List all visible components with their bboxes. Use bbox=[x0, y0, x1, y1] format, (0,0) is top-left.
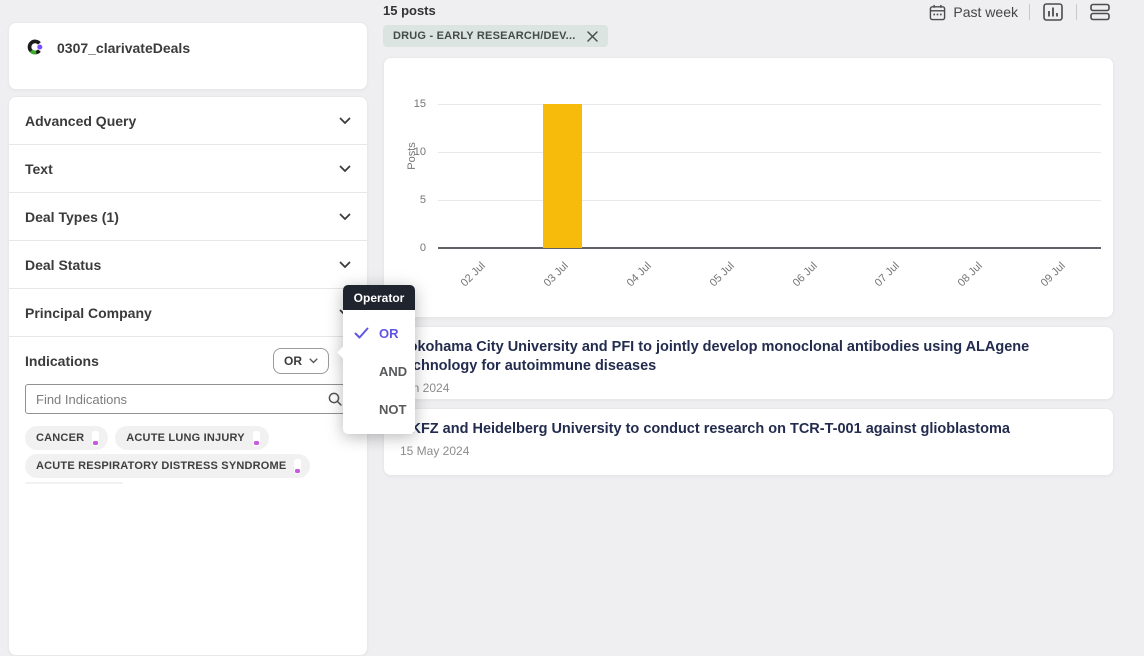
x-axis-label: 02 Jul bbox=[458, 260, 488, 290]
indication-chip[interactable]: ACUTE RESPIRATORY DISTRESS SYNDROME bbox=[25, 454, 311, 478]
x-axis-label: 03 Jul bbox=[541, 260, 571, 290]
indications-label: Indications bbox=[25, 352, 99, 369]
post-title[interactable]: Yokohama City University and PFI to join… bbox=[400, 339, 1030, 374]
calendar-icon bbox=[930, 4, 946, 20]
chart-column bbox=[1018, 104, 1101, 248]
filters-panel: Advanced Query Text Deal Types (1) Deal Sta… bbox=[8, 96, 368, 656]
toolbar-divider bbox=[1029, 4, 1030, 20]
x-axis-labels: 02 Jul 03 Jul 04 Jul 05 Jul 06 Jul 07 Jul 08 J… bbox=[438, 254, 1101, 314]
chart-column bbox=[604, 104, 687, 248]
indication-chip-label: CANCER bbox=[36, 432, 85, 444]
filter-section-label: Deal Types (1) bbox=[25, 208, 119, 225]
chart-column bbox=[687, 104, 770, 248]
results-count: 15 posts bbox=[383, 3, 436, 18]
filter-section-label: Deal Status bbox=[25, 256, 102, 273]
check-icon bbox=[354, 327, 369, 339]
gridline bbox=[438, 152, 1101, 153]
list-rows-icon bbox=[1090, 3, 1110, 21]
operator-option-label: NOT bbox=[379, 401, 407, 417]
x-axis-line bbox=[438, 247, 1101, 249]
post-date: 15 May 2024 bbox=[400, 444, 470, 458]
filter-section-principal-company[interactable]: Principal Company bbox=[9, 289, 367, 337]
operator-select-value: OR bbox=[284, 353, 302, 368]
operator-option-label: OR bbox=[379, 325, 399, 341]
date-range-label: Past week bbox=[953, 4, 1018, 20]
x-axis-label: 09 Jul bbox=[1038, 260, 1069, 290]
filter-section-label: Principal Company bbox=[25, 304, 152, 321]
y-axis-tick: 10 bbox=[413, 146, 426, 158]
x-axis-label: 07 Jul bbox=[873, 260, 903, 290]
x-axis-label: 08 Jul bbox=[955, 260, 986, 290]
post-card: DKFZ and Heidelberg University to conduc… bbox=[383, 408, 1114, 476]
chip-indicator-icon bbox=[294, 458, 302, 474]
filter-section-label: Advanced Query bbox=[25, 112, 137, 129]
y-axis-tick: 5 bbox=[419, 194, 426, 206]
close-icon[interactable] bbox=[587, 30, 599, 42]
chevron-down-icon bbox=[339, 261, 351, 268]
chart-plot-area: 0 5 10 15 bbox=[414, 98, 1101, 254]
toolbar: Past week bbox=[929, 1, 1112, 23]
indication-chip[interactable]: ACUTE LUNG INJURY bbox=[115, 426, 269, 450]
search-icon bbox=[328, 392, 342, 406]
chart-column bbox=[521, 104, 604, 248]
filter-section-advanced-query[interactable]: Advanced Query bbox=[9, 97, 367, 145]
x-axis-label: 06 Jul bbox=[790, 260, 820, 290]
operator-menu-options: OR AND NOT bbox=[337, 310, 415, 434]
post-date: Jun 2024 bbox=[400, 381, 450, 395]
post-card: Yokohama City University and PFI to join… bbox=[383, 326, 1114, 400]
operator-option-or[interactable]: OR bbox=[343, 314, 415, 352]
chart-bar[interactable] bbox=[542, 104, 582, 248]
operator-select-button[interactable]: OR bbox=[273, 347, 329, 374]
filter-section-deal-types-1-[interactable]: Deal Types (1) bbox=[9, 193, 367, 241]
filter-section-deal-status[interactable]: Deal Status bbox=[9, 241, 367, 289]
y-axis-tick: 15 bbox=[413, 98, 426, 110]
chevron-down-icon bbox=[339, 165, 351, 172]
active-filter-chip-label: DRUG - EARLY RESEARCH/DEV... bbox=[393, 30, 576, 42]
chip-indicator-icon bbox=[252, 430, 260, 446]
clarivate-logo-icon bbox=[27, 39, 43, 55]
chevron-down-icon bbox=[339, 213, 351, 220]
indication-chips: CANCER ACUTE LUNG INJURY ACUTE RESPIRATORY… bbox=[25, 426, 351, 484]
chip-indicator-icon bbox=[92, 430, 100, 446]
y-axis-tick: 0 bbox=[419, 242, 426, 254]
indications-search bbox=[25, 384, 351, 414]
date-range-selector[interactable]: Past week bbox=[929, 4, 1018, 21]
filter-sections: Advanced Query Text Deal Types (1) Deal Sta… bbox=[9, 97, 367, 337]
indications-search-input[interactable] bbox=[25, 384, 351, 414]
posts-chart-card: Posts 0 5 10 15 02 Jul 03 Jul 04 Jul 05 Jul 06 … bbox=[383, 57, 1114, 318]
x-axis-label: 05 Jul bbox=[707, 260, 737, 290]
operator-menu-title: Operator bbox=[343, 285, 415, 310]
operator-option-label: AND bbox=[379, 363, 408, 379]
x-axis-label: 04 Jul bbox=[624, 260, 654, 290]
toolbar-divider bbox=[1076, 4, 1077, 20]
chart-column bbox=[852, 104, 935, 248]
post-title[interactable]: DKFZ and Heidelberg University to conduc… bbox=[400, 421, 1010, 437]
chart-view-button[interactable] bbox=[1041, 1, 1065, 23]
gridline bbox=[438, 200, 1101, 201]
chevron-down-icon bbox=[339, 117, 351, 124]
operator-option-and[interactable]: AND bbox=[343, 352, 415, 390]
operator-menu: Operator OR AND NOT bbox=[337, 285, 415, 434]
chart-column bbox=[935, 104, 1018, 248]
query-title: 0307_clarivateDeals bbox=[57, 40, 191, 56]
gridline bbox=[438, 104, 1101, 105]
chart-columns bbox=[438, 104, 1101, 248]
active-filter-chip[interactable]: DRUG - EARLY RESEARCH/DEV... bbox=[383, 25, 609, 47]
filter-section-text[interactable]: Text bbox=[9, 145, 367, 193]
chevron-down-icon bbox=[309, 357, 318, 363]
filter-section-indications: Indications OR bbox=[9, 337, 367, 384]
indication-chip[interactable]: CANCER bbox=[25, 426, 109, 450]
indication-chip-partial[interactable] bbox=[25, 482, 123, 484]
operator-option-not[interactable]: NOT bbox=[343, 390, 415, 428]
indication-chip-label: ACUTE LUNG INJURY bbox=[126, 432, 245, 444]
query-title-card: 0307_clarivateDeals bbox=[8, 22, 368, 90]
list-view-button[interactable] bbox=[1088, 1, 1112, 23]
chart-column bbox=[438, 104, 521, 248]
chart-column bbox=[770, 104, 853, 248]
bar-chart-icon bbox=[1043, 3, 1063, 21]
indication-chip-label: ACUTE RESPIRATORY DISTRESS SYNDROME bbox=[36, 460, 287, 472]
filter-section-label: Text bbox=[25, 160, 53, 177]
